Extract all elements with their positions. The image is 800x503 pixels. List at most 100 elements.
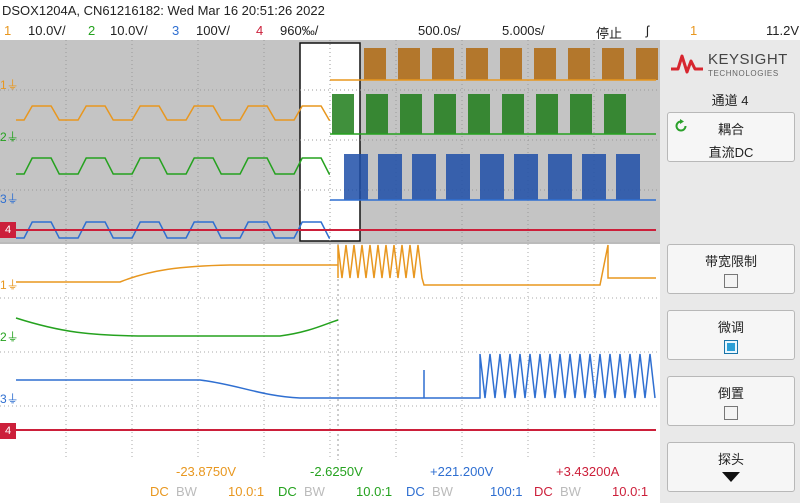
waveforms [15,48,658,431]
ch3-zoom-trace [16,353,656,399]
ch4-bw: BW [560,484,581,499]
ch4-coupling: DC [534,484,553,499]
invert-softkey[interactable]: 倒置 [667,376,795,426]
down-arrow-icon [722,472,740,482]
ch2-burst-block [604,94,626,134]
keysight-logo: KEYSIGHT TECHNOLOGIES [670,46,790,82]
ch2-burst-block [502,94,524,134]
ch4-zoom-ground-marker[interactable]: 4 [0,423,16,439]
menu-title: 通道 4 [711,93,749,108]
ch2-burst-block [400,94,422,134]
ch3-bw: BW [432,484,453,499]
ch1-overview-trace [16,105,330,121]
ch1-burst-block [500,48,522,80]
ch4-number[interactable]: 4 [256,23,264,38]
ch1-probe: 10.0:1 [228,484,265,499]
ch3-scale[interactable]: 100V/ [196,23,230,38]
ch3-coupling: DC [406,484,425,499]
rotate-knob-icon [675,119,687,132]
ch2-measurement: -2.6250V [310,464,363,479]
zoom-grid [0,244,660,460]
ch1-scale[interactable]: 10.0V/ [28,23,66,38]
coupling-softkey[interactable]: 耦合 直流DC [667,112,795,162]
fine-softkey[interactable]: 微调 [667,310,795,360]
ch2-overview-trace [16,157,330,175]
waveform-display[interactable] [0,40,660,460]
ch1-measurement: -23.8750V [176,464,236,479]
ch1-burst-block [568,48,590,80]
ch3-zoom-ground-marker[interactable]: 3⏚ [0,392,19,406]
ch1-burst-block [364,48,386,80]
ch3-burst-block [344,154,368,200]
probe-softkey[interactable]: 探头 [667,442,795,492]
ch4-probe: 10.0:1 [612,484,649,499]
overview-grid [0,40,660,242]
ch1-burst-block [602,48,624,80]
run-state: 停止 [596,26,623,41]
ch3-burst-block [616,154,640,200]
trigger-level: 11.2V [766,23,800,38]
invert-label: 倒置 [717,386,744,401]
ch4-ground-marker[interactable]: 4 [0,222,16,238]
bw-limit-checkbox[interactable] [724,274,738,288]
ch1-burst-block [466,48,488,80]
ch2-scale[interactable]: 10.0V/ [110,23,148,38]
probe-label: 探头 [717,452,744,467]
fine-label: 微调 [717,320,744,335]
ch2-probe: 10.0:1 [356,484,393,499]
horizontal-delay[interactable]: 500.0s/ [418,23,461,38]
ch1-zoom-ground-marker[interactable]: 1⏚ [0,278,19,292]
model-serial-date: DSOX1204A, CN61216182: Wed Mar 16 20:51:… [2,3,325,18]
ch3-burst-block [582,154,606,200]
ch2-burst-block [570,94,592,134]
ch4-measurement: +3.43200A [556,464,620,479]
ch1-zoom-trace [16,244,656,286]
ch3-probe: 100:1 [490,484,523,499]
ch1-bw: BW [176,484,197,499]
ch3-overview-trace [16,221,330,239]
horizontal-scale[interactable]: 5.000s/ [502,23,545,38]
coupling-value: 直流DC [708,145,754,160]
channel-info-bar: 1 10.0V/ 2 10.0V/ 3 100V/ 4 960‰/ 500.0s… [0,22,660,41]
ch3-burst-block [514,154,538,200]
ch2-burst-block [332,94,354,134]
ch2-zoom-trace [15,317,339,337]
ch3-burst-block [548,154,572,200]
measurement-bar: -23.8750V -2.6250V +221.200V +3.43200A D… [0,460,660,503]
coupling-label: 耦合 [717,122,744,137]
ch3-burst-block [446,154,470,200]
trigger-channel: 1 [690,23,698,38]
softkey-panel: KEYSIGHT TECHNOLOGIES 通道 4 耦合 直流DC 带宽限制 … [660,40,800,503]
ch2-burst-block [434,94,456,134]
brand-name: KEYSIGHT [708,51,788,68]
ch1-coupling: DC [150,484,169,499]
waveform-svg [0,40,660,460]
ch3-ground-marker[interactable]: 3⏚ [0,192,19,206]
brand-sub: TECHNOLOGIES [708,69,779,78]
bw-limit-label: 带宽限制 [704,254,757,269]
ch3-burst-block [412,154,436,200]
invert-checkbox[interactable] [724,406,738,420]
bw-limit-softkey[interactable]: 带宽限制 [667,244,795,294]
ch3-measurement: +221.200V [430,464,494,479]
ch1-burst-block [636,48,658,80]
ch4-scale[interactable]: 960‰/ [280,23,319,38]
keysight-wave-icon [671,54,703,74]
ch3-burst-block [480,154,504,200]
ch2-ground-marker[interactable]: 2⏚ [0,130,19,144]
ch2-coupling: DC [278,484,297,499]
ch3-number[interactable]: 3 [172,23,180,38]
trigger-info[interactable]: 1 11.2V [660,23,800,40]
ch3-burst-block [378,154,402,200]
ch1-ground-marker[interactable]: 1⏚ [0,78,19,92]
ch1-number[interactable]: 1 [4,23,12,38]
ch2-burst-block [536,94,558,134]
ch2-zoom-ground-marker[interactable]: 2⏚ [0,330,19,344]
ch2-burst-block [468,94,490,134]
fine-checkbox[interactable] [724,340,738,354]
ch1-burst-block [398,48,420,80]
ch2-number[interactable]: 2 [88,23,96,38]
ch2-bw: BW [304,484,325,499]
ch1-burst-block [534,48,556,80]
ch1-burst-block [432,48,454,80]
